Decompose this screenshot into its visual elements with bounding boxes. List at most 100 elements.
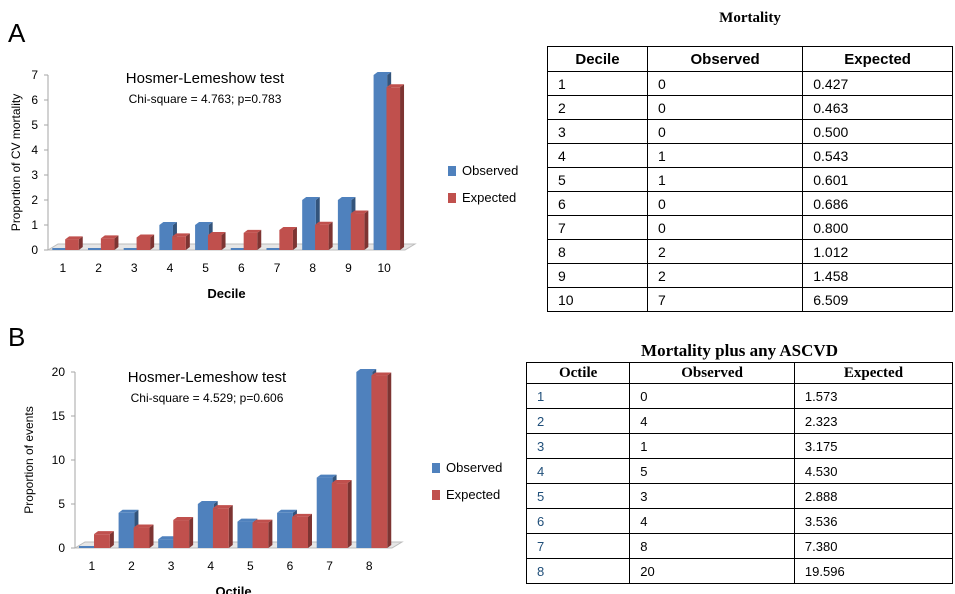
- table-cell: 0.800: [802, 215, 953, 240]
- table-row: 10 7 6.509: [547, 287, 953, 312]
- table-cell: 2: [646, 239, 804, 264]
- table-cell: 3.536: [793, 508, 954, 534]
- bar-observed-top: [277, 509, 297, 513]
- y-tick-label: 10: [52, 453, 66, 467]
- bar-expected-top: [315, 221, 333, 225]
- bar-expected: [243, 232, 258, 250]
- table-row: 5 1 0.601: [547, 167, 953, 192]
- table-row: 1 0 0.427: [547, 71, 953, 96]
- table-cell: 1.458: [802, 263, 953, 288]
- y-tick-label: 15: [52, 409, 66, 423]
- x-tick-label: 8: [366, 559, 373, 573]
- table-row: 2 0 0.463: [547, 95, 953, 120]
- table-row: 8 2 1.012: [547, 239, 953, 264]
- table-a: Decile Observed Expected 1 0 0.427 2 0 0.463 3…: [547, 46, 953, 312]
- table-cell: 7: [525, 533, 631, 559]
- bar-observed: [230, 248, 245, 250]
- bar-expected-top: [136, 234, 155, 238]
- table-row: 3 0 0.500: [547, 119, 953, 144]
- y-tick-label: 6: [31, 93, 38, 107]
- bar-expected-top: [279, 227, 297, 230]
- bar-observed: [78, 546, 95, 548]
- bar-observed: [277, 512, 293, 548]
- table-row: 1 0 1.573: [525, 383, 954, 409]
- column-header: Expected: [793, 362, 954, 384]
- bar-expected-top: [173, 517, 194, 521]
- table-cell: 7: [646, 287, 804, 312]
- bar-expected: [94, 534, 110, 548]
- table-cell: 5: [525, 483, 631, 509]
- bar-expected: [207, 234, 222, 250]
- bar-observed: [266, 248, 281, 250]
- table-cell: 4.530: [793, 458, 954, 484]
- bar-expected: [172, 236, 186, 250]
- table-cell: 0: [646, 191, 804, 216]
- table-cell: 1: [525, 383, 631, 409]
- bar-expected: [315, 224, 329, 250]
- bar-observed-top: [158, 536, 179, 540]
- bar-expected-top: [350, 210, 369, 214]
- table-cell: 0.500: [802, 119, 953, 144]
- table-cell: 3: [547, 119, 648, 144]
- bar-expected-side: [228, 505, 233, 548]
- table-row: 7 0 0.800: [547, 215, 953, 240]
- bar-expected-side: [114, 235, 119, 250]
- bar-observed: [197, 504, 214, 548]
- table-cell: 0: [646, 71, 804, 96]
- y-axis-title: Proportion of CV mortality: [9, 94, 23, 231]
- table-row: 8 20 19.596: [525, 558, 954, 584]
- bar-expected-side: [364, 210, 369, 250]
- bar-expected-top: [207, 231, 226, 235]
- table-cell: 6.509: [802, 287, 953, 312]
- bar-observed: [87, 248, 102, 250]
- bar-observed: [118, 512, 135, 548]
- bar-expected: [212, 508, 229, 548]
- table-cell: 0: [646, 119, 804, 144]
- bar-expected: [136, 237, 151, 250]
- bar-expected-top: [386, 84, 405, 88]
- y-tick-label: 1: [31, 218, 38, 232]
- bar-expected: [386, 87, 401, 251]
- table-cell: 0: [646, 95, 804, 120]
- table-cell: 0.543: [802, 143, 953, 168]
- bar-expected-side: [109, 531, 114, 548]
- table-cell: 0.601: [802, 167, 953, 192]
- legend-label: Expected: [446, 487, 500, 502]
- table-row: 4 5 4.530: [525, 458, 954, 484]
- table-row: 7 8 7.380: [525, 533, 954, 559]
- bar-expected: [371, 375, 388, 548]
- test-name-label: Hosmer-Lemeshow test: [126, 70, 285, 87]
- table-row: 6 0 0.686: [547, 191, 953, 216]
- bar-expected-top: [65, 236, 83, 240]
- y-tick-label: 0: [58, 541, 65, 555]
- bar-observed-top: [302, 197, 320, 200]
- table-cell: 8: [525, 558, 631, 584]
- bar-expected-side: [292, 227, 297, 250]
- table-cell: 7.380: [793, 533, 954, 559]
- x-tick-label: 9: [345, 261, 352, 275]
- table-cell: 1: [646, 167, 804, 192]
- bar-observed-top: [316, 474, 337, 478]
- bar-expected: [65, 239, 79, 250]
- bar-expected-side: [400, 84, 405, 251]
- table-row: 2 4 2.323: [525, 408, 954, 434]
- x-tick-label: 1: [60, 261, 67, 275]
- table-cell: 10: [547, 287, 648, 312]
- x-tick-label: 6: [238, 261, 245, 275]
- x-tick-label: 2: [128, 559, 135, 573]
- bar-expected-top: [252, 519, 273, 523]
- table-cell: 3: [629, 483, 795, 509]
- table-row: 9 2 1.458: [547, 263, 953, 288]
- bar-observed-top: [337, 197, 356, 200]
- y-tick-label: 0: [31, 243, 38, 257]
- table-cell: 2: [646, 263, 804, 288]
- legend-label: Expected: [462, 190, 516, 205]
- table-cell: 0: [646, 215, 804, 240]
- table-cell: 0.463: [802, 95, 953, 120]
- table-cell: 19.596: [793, 558, 954, 584]
- y-axis-title: Proportion of events: [22, 406, 36, 513]
- table-cell: 1: [547, 71, 648, 96]
- y-tick-label: 3: [31, 168, 38, 182]
- x-tick-label: 10: [377, 261, 391, 275]
- bar-expected-top: [331, 480, 352, 484]
